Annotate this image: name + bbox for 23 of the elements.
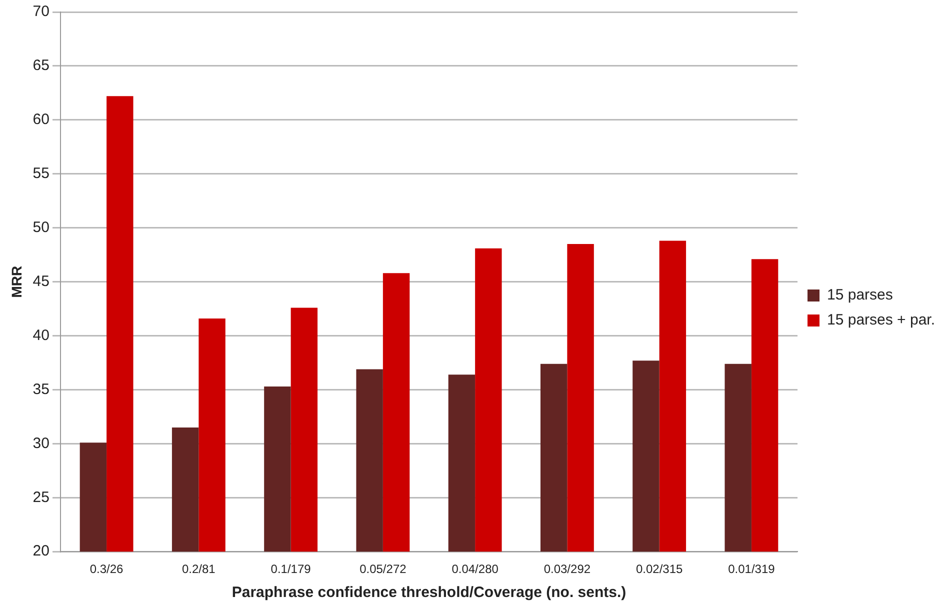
y-tick-label: 55 bbox=[32, 165, 50, 182]
y-tick-label: 40 bbox=[32, 326, 50, 344]
x-tick-label: 0.05/272 bbox=[360, 562, 407, 576]
y-tick-label: 35 bbox=[32, 380, 50, 398]
x-axis-title: Paraphrase confidence threshold/Coverage (no. sents.) bbox=[232, 584, 626, 602]
x-tick-label: 0.02/315 bbox=[636, 562, 683, 576]
legend-label: 15 parses bbox=[827, 286, 893, 304]
y-tick-label: 60 bbox=[32, 111, 50, 128]
y-axis-title: MRR bbox=[8, 266, 24, 298]
x-tick-label: 0.2/81 bbox=[182, 562, 216, 576]
x-tick-label: 0.3/26 bbox=[90, 562, 124, 576]
x-tick-label: 0.04/280 bbox=[452, 562, 499, 576]
x-tick-label: 0.01/319 bbox=[728, 562, 776, 576]
legend-label: 15 parses + par. bbox=[827, 312, 936, 329]
y-tick-label: 30 bbox=[32, 434, 50, 452]
y-tick-label: 20 bbox=[32, 542, 50, 560]
y-tick-label: 45 bbox=[32, 272, 50, 290]
x-tick-label: 0.03/292 bbox=[544, 562, 591, 576]
y-tick-label: 65 bbox=[32, 57, 50, 74]
x-tick-label: 0.1/179 bbox=[270, 562, 312, 576]
y-tick-label: 25 bbox=[32, 488, 50, 506]
y-tick-label: 50 bbox=[32, 218, 50, 236]
y-tick-label: 70 bbox=[32, 3, 50, 20]
